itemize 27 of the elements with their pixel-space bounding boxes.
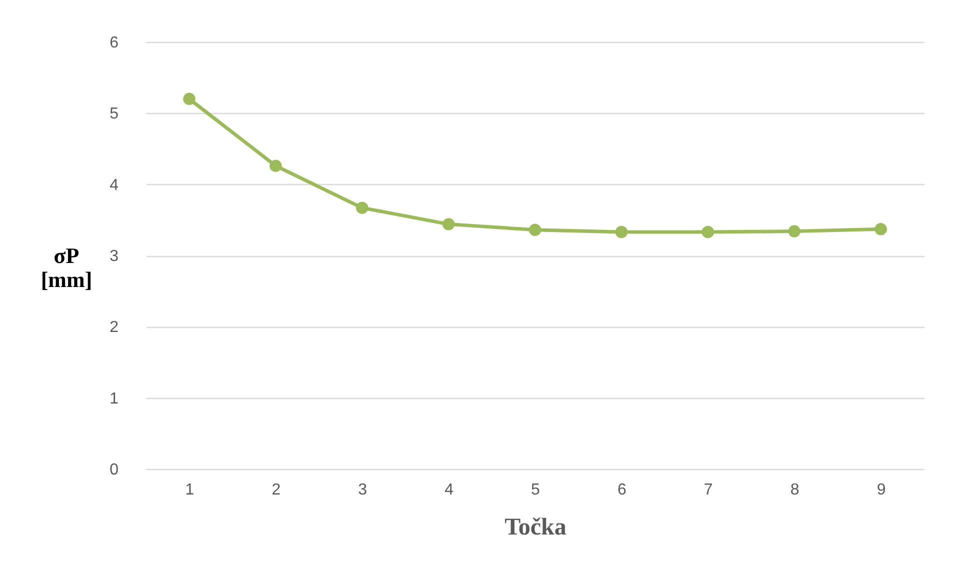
x-tick-label: 1: [185, 482, 194, 498]
x-tick-label: 8: [790, 482, 800, 498]
x-tick-label: 9: [876, 482, 886, 498]
x-tick-label: 6: [617, 482, 626, 498]
y-tick-label: 1: [110, 390, 119, 408]
point: [270, 160, 282, 172]
y-tick-label: 6: [110, 34, 119, 52]
y-tick-label: 5: [110, 106, 119, 123]
point: [788, 225, 800, 238]
y-tick-label: 4: [110, 176, 119, 194]
point: [528, 224, 542, 236]
point: [183, 92, 196, 106]
point: [874, 223, 887, 236]
point: [702, 226, 714, 238]
y-tick-label: 2: [110, 319, 119, 336]
x-tick-label: 4: [444, 482, 454, 498]
y-tick-label: 0: [110, 462, 119, 478]
y-tick-label: 3: [110, 248, 119, 265]
point: [356, 202, 368, 214]
x-axis-title: Točka: [504, 514, 566, 540]
x-tick-label: 3: [358, 482, 368, 498]
x-tick-label: 2: [272, 482, 281, 498]
x-tick-label: 7: [704, 482, 713, 498]
y-axis-title: σP [mm]: [40, 243, 92, 292]
point: [615, 226, 628, 238]
x-tick-label: 5: [531, 482, 540, 498]
point: [442, 218, 455, 230]
